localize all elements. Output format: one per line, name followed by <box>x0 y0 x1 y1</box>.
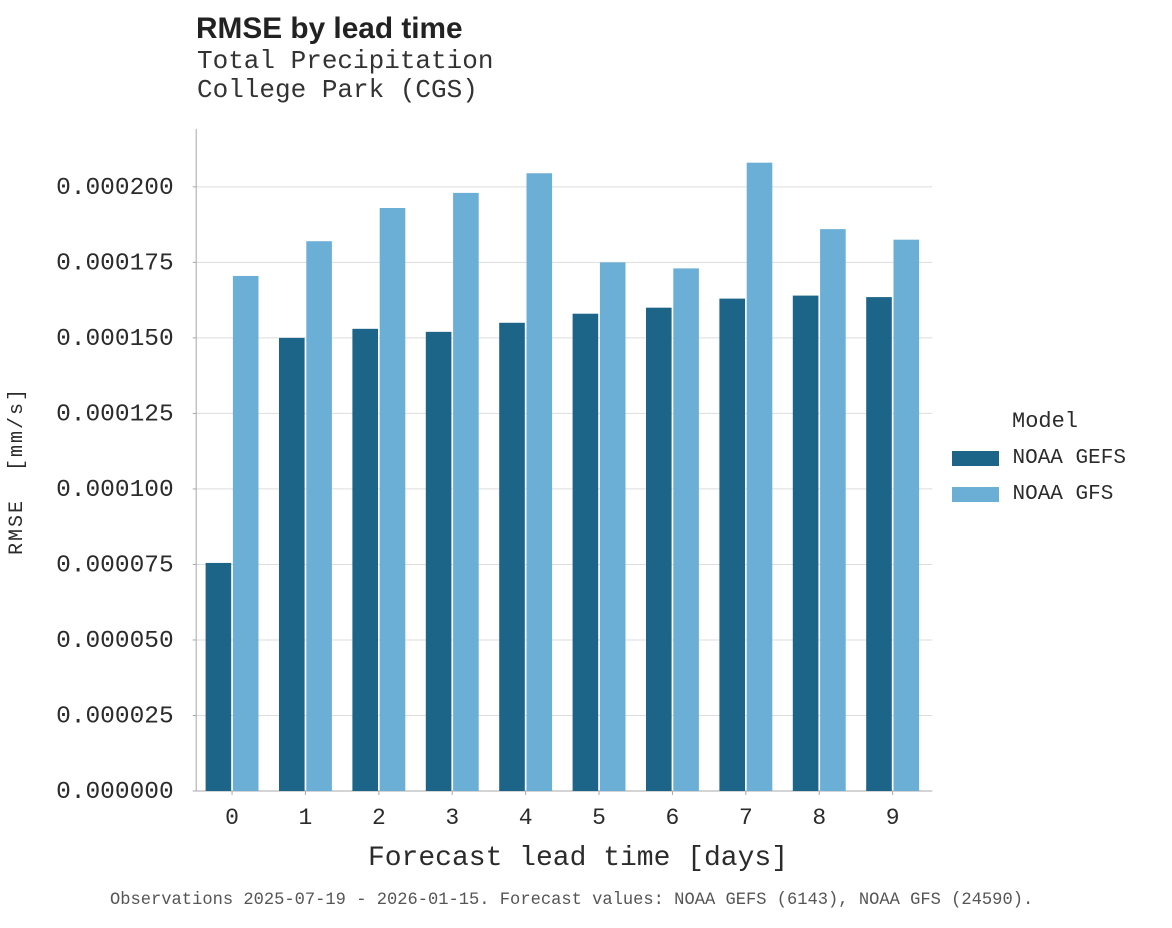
svg-text:0.000000: 0.000000 <box>56 779 174 806</box>
svg-text:0.000200: 0.000200 <box>56 175 174 202</box>
svg-text:8: 8 <box>812 805 826 831</box>
svg-text:6: 6 <box>666 805 680 831</box>
svg-text:1: 1 <box>299 805 313 831</box>
svg-text:4: 4 <box>519 805 533 831</box>
svg-text:0.000025: 0.000025 <box>56 703 174 730</box>
svg-text:3: 3 <box>445 805 459 831</box>
svg-text:7: 7 <box>739 805 753 831</box>
svg-text:2: 2 <box>372 805 386 831</box>
svg-text:0.000075: 0.000075 <box>56 552 174 579</box>
svg-text:9: 9 <box>886 805 900 831</box>
svg-text:5: 5 <box>592 805 606 831</box>
svg-text:0.000125: 0.000125 <box>56 401 174 428</box>
svg-text:0.000050: 0.000050 <box>56 628 174 655</box>
svg-text:0: 0 <box>225 805 239 831</box>
svg-text:0.000100: 0.000100 <box>56 477 174 504</box>
svg-text:0.000150: 0.000150 <box>56 326 174 353</box>
svg-text:0.000175: 0.000175 <box>56 250 174 277</box>
